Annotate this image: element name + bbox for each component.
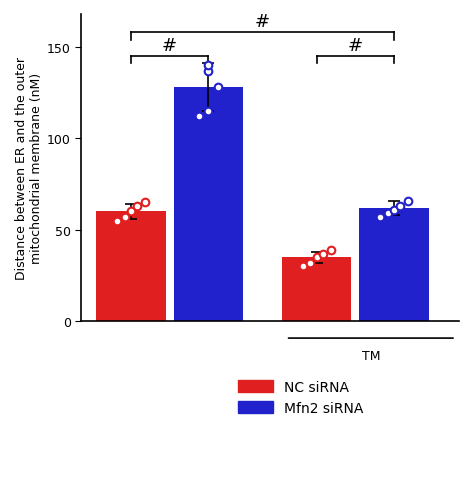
Bar: [359, 209, 429, 321]
Bar: [173, 88, 243, 321]
Text: #: #: [348, 37, 363, 55]
Bar: [282, 257, 351, 321]
Text: TM: TM: [362, 349, 380, 362]
Y-axis label: Distance between ER and the outer
mitochondrial membrane (nM): Distance between ER and the outer mitoch…: [15, 57, 43, 280]
Legend: NC siRNA, Mfn2 siRNA: NC siRNA, Mfn2 siRNA: [232, 375, 369, 421]
Text: #: #: [255, 14, 270, 31]
Bar: [96, 212, 166, 321]
Text: #: #: [162, 37, 177, 55]
